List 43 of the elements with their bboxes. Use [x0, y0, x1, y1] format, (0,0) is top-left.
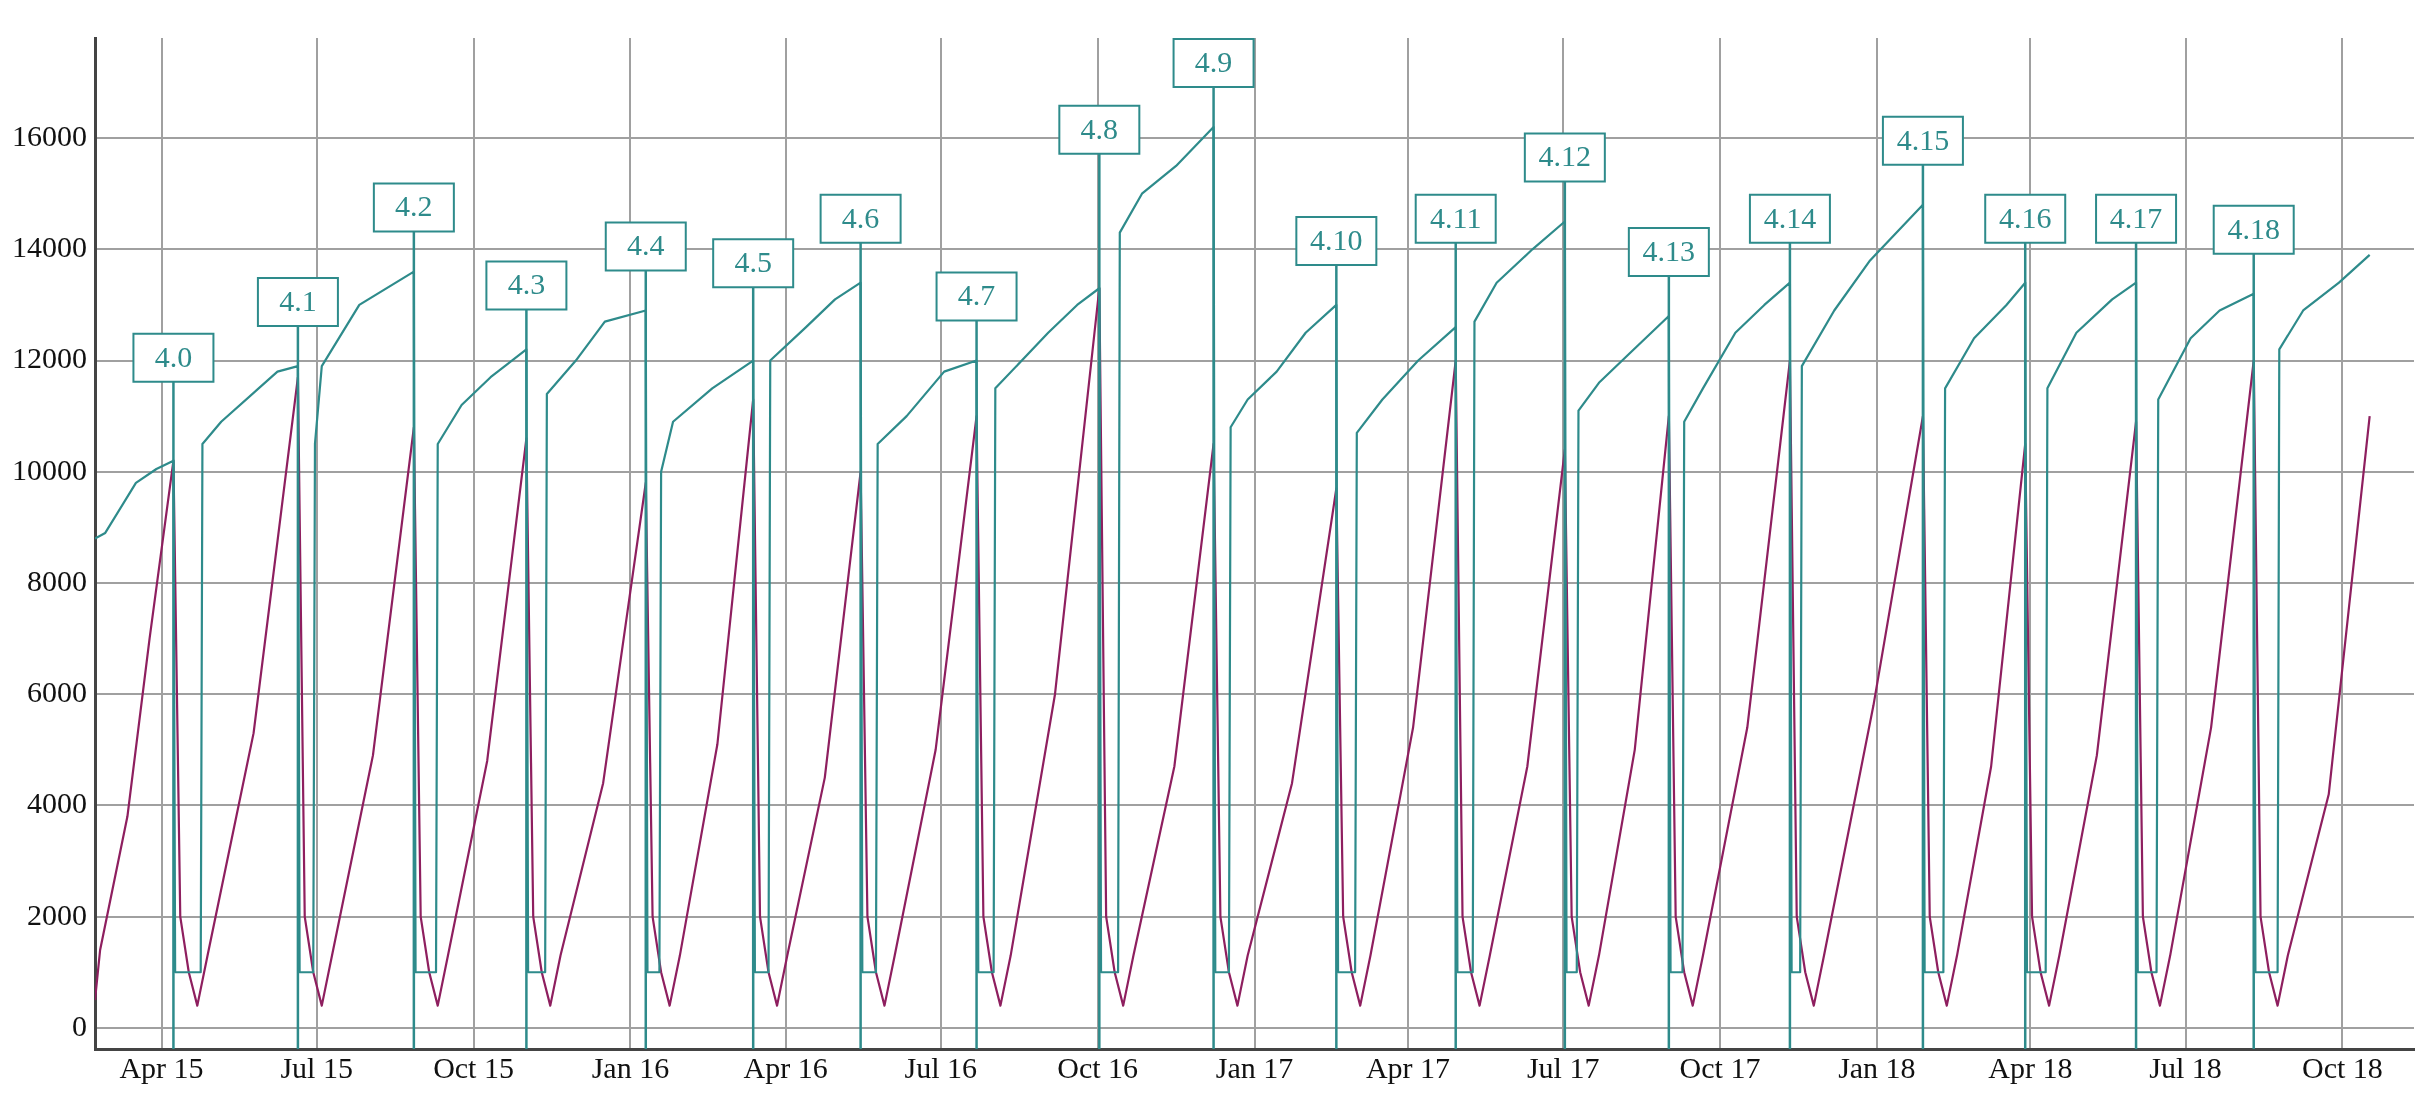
x-tick-label: Jul 16: [904, 1050, 978, 1084]
ref-line-label: 4.3: [507, 267, 546, 301]
x-tick-label: Oct 16: [1057, 1050, 1139, 1084]
ref-line-label: 4.14: [1763, 200, 1817, 234]
ref-line-label: 4.1: [279, 283, 317, 317]
ref-line-label: 4.17: [2109, 200, 2163, 234]
x-tick-label: Oct 17: [1679, 1050, 1761, 1084]
ref-line-label: 4.11: [1430, 200, 1482, 234]
ref-line-label: 4.0: [154, 339, 193, 373]
x-tick-label: Jul 17: [1526, 1050, 1600, 1084]
ref-line-label: 4.15: [1896, 122, 1950, 156]
x-tick-label: Oct 15: [433, 1050, 514, 1084]
x-tick-label: Jul 15: [280, 1050, 353, 1084]
x-tick-label: Apr 15: [119, 1050, 204, 1084]
y-tick-label: 16000: [12, 118, 87, 152]
x-tick-label: Oct 18: [2301, 1050, 2383, 1084]
x-tick-label: Apr 16: [743, 1050, 828, 1084]
ref-line-label: 4.2: [395, 189, 433, 223]
y-tick-label: 4000: [27, 786, 87, 820]
y-tick-label: 2000: [27, 897, 87, 931]
y-tick-label: 12000: [12, 341, 87, 375]
x-tick-label: Apr 17: [1365, 1050, 1451, 1084]
ref-line-label: 4.9: [1194, 44, 1233, 78]
y-tick-label: 10000: [12, 452, 87, 486]
y-tick-label: 14000: [12, 230, 87, 264]
ref-line-label: 4.13: [1642, 233, 1696, 267]
y-tick-label: 8000: [27, 563, 87, 597]
ref-line-label: 4.16: [1998, 200, 2052, 234]
y-tick-label: 0: [72, 1008, 87, 1042]
ref-line-label: 4.10: [1310, 222, 1363, 256]
ref-line-label: 4.7: [957, 278, 996, 312]
y-tick-label: 6000: [27, 675, 87, 709]
ref-line-label: 4.12: [1538, 139, 1592, 173]
ref-line-label: 4.18: [2227, 211, 2280, 245]
ref-line-label: 4.5: [734, 245, 772, 279]
ref-line-label: 4.8: [1080, 111, 1119, 145]
ref-line-label: 4.6: [841, 200, 880, 234]
ref-line-label: 4.4: [627, 228, 665, 262]
x-tick-label: Jan 18: [1838, 1050, 1916, 1084]
x-tick-label: Jan 17: [1215, 1050, 1294, 1084]
x-tick-label: Jan 16: [591, 1050, 670, 1084]
x-tick-label: Jul 18: [2149, 1050, 2222, 1084]
x-tick-label: Apr 18: [1988, 1050, 2073, 1084]
